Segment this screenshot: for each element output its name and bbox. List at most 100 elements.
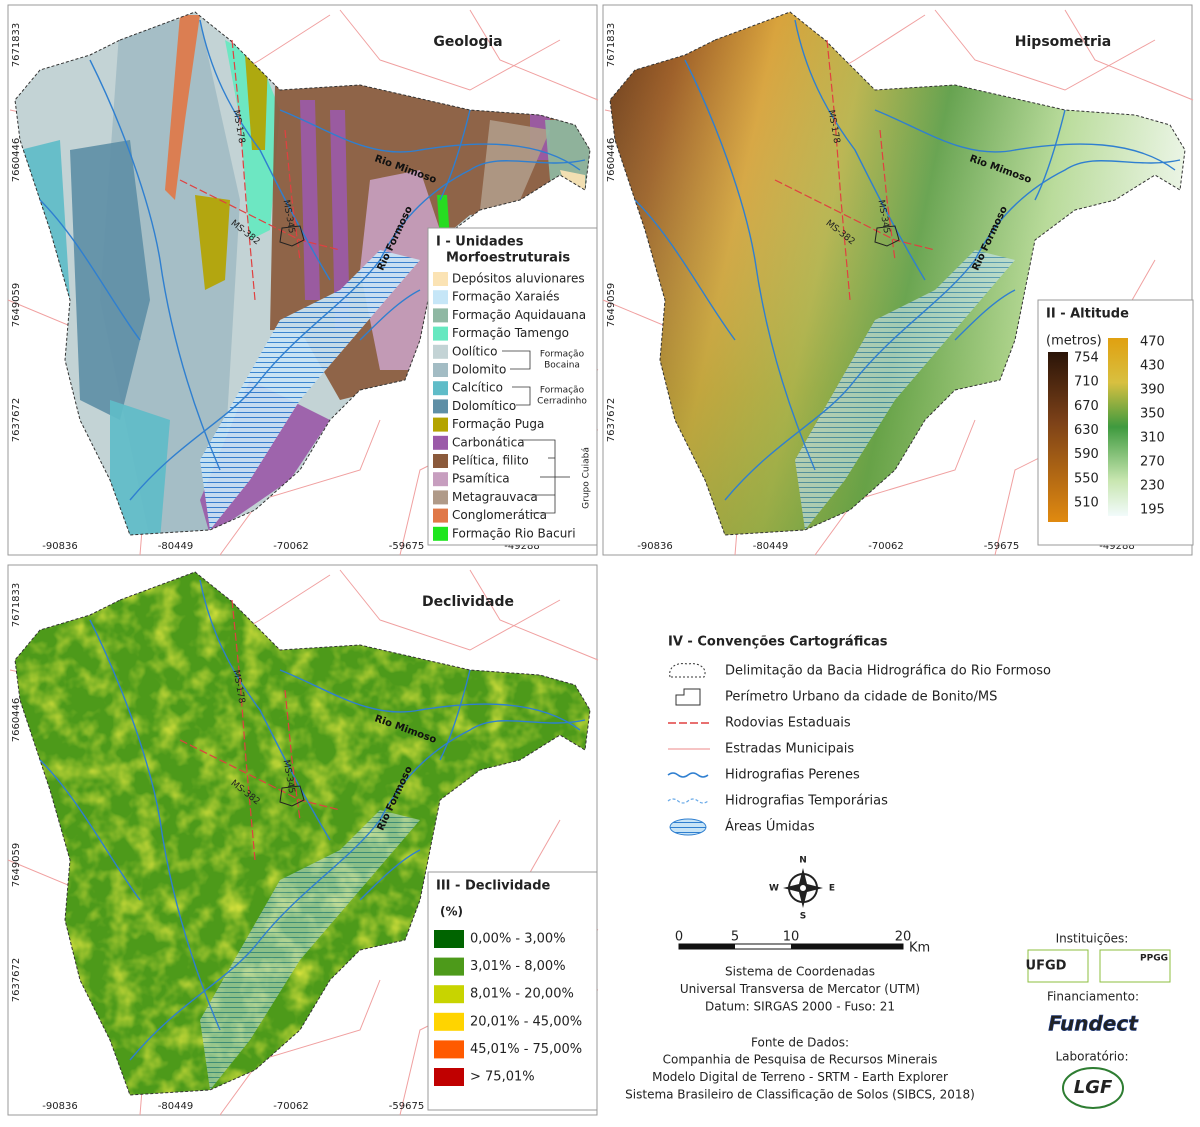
- geology-unit: [480, 120, 550, 210]
- legend-swatch: [433, 290, 448, 305]
- legend-label: Formação Rio Bacuri: [452, 526, 576, 540]
- legend-swatch: [433, 526, 448, 541]
- river: [199, 579, 331, 841]
- state-road: [231, 39, 256, 301]
- river: [439, 669, 471, 761]
- legend-label: Formação Aquidauana: [452, 308, 586, 322]
- geology-unit: [200, 250, 420, 530]
- state-road: [826, 39, 851, 301]
- legend-title: Morfoestruturais: [446, 251, 570, 266]
- legend-swatch: [434, 957, 464, 976]
- wetland: [200, 810, 420, 1090]
- ramp-label: 710: [1074, 375, 1099, 390]
- legend-swatch: [433, 490, 448, 505]
- river: [634, 199, 736, 341]
- legend-label: 45,01% - 75,00%: [470, 1042, 582, 1057]
- lab-logo: LGF: [1074, 1077, 1113, 1098]
- legend-swatch: [433, 326, 448, 341]
- x-coordinate: -49288: [1099, 541, 1134, 552]
- municipal-road: [934, 9, 1156, 91]
- legend-label: 0,00% - 3,00%: [470, 932, 566, 947]
- symbol-perennial: [667, 772, 709, 778]
- legend-title: II - Altitude: [1046, 307, 1129, 322]
- logo-text: PPGG: [1140, 954, 1168, 964]
- ramp-label: 630: [1074, 423, 1099, 438]
- lab-logo-frame: [1062, 1067, 1124, 1109]
- source-line: Companhia de Pesquisa de Recursos Minera…: [663, 1053, 938, 1067]
- scale-segment: [679, 944, 735, 949]
- state-road: [179, 179, 341, 251]
- group-label: Formação: [540, 386, 585, 396]
- convention-label: Hidrografias Perenes: [725, 768, 860, 783]
- y-coordinate: 7649059: [11, 283, 22, 328]
- state-road: [774, 179, 936, 251]
- municipal-road: [339, 9, 561, 91]
- scale-label: 5: [731, 930, 739, 945]
- convention-label: Perímetro Urbano da cidade de Bonito/MS: [725, 690, 997, 705]
- state-road: [284, 689, 301, 821]
- compass-s: S: [800, 912, 806, 922]
- river: [1034, 109, 1066, 201]
- urban-perimeter: [279, 225, 305, 247]
- scale-label: 10: [783, 930, 800, 945]
- x-coordinate: -70062: [273, 541, 308, 552]
- logo-frame: [1027, 949, 1089, 983]
- legend-swatch: [433, 308, 448, 323]
- legend-swatch: [433, 417, 448, 432]
- compass-center: [800, 885, 806, 891]
- x-coordinate: -90836: [637, 541, 672, 552]
- y-coordinate: 7671833: [606, 23, 617, 68]
- ramp-label: 310: [1140, 431, 1165, 446]
- symbol-wetland: [669, 818, 707, 836]
- x-coordinate: -90836: [42, 541, 77, 552]
- legend-label: Pelítica, filito: [452, 454, 529, 468]
- geology-unit: [70, 140, 150, 420]
- geology-unit: [165, 15, 200, 200]
- y-coordinate: 7649059: [11, 843, 22, 888]
- ramp-label: 390: [1140, 383, 1165, 398]
- legend-unit: (%): [440, 905, 463, 919]
- x-coordinate: -90836: [42, 1101, 77, 1112]
- scale-segment: [791, 944, 903, 947]
- legend-label: Depósitos aluvionares: [452, 272, 585, 286]
- group-label: Cerradinho: [537, 397, 587, 407]
- symbol-urban: [675, 688, 701, 706]
- compass-e: E: [829, 884, 835, 894]
- legend-swatch: [434, 1040, 464, 1059]
- legend-label: Formação Puga: [452, 417, 544, 431]
- river: [874, 109, 1176, 171]
- scale-label: 20: [895, 930, 912, 945]
- geology-unit: [300, 100, 320, 300]
- logo-text: UFGD: [1026, 959, 1067, 974]
- x-coordinate: -80449: [158, 541, 193, 552]
- municipal-road: [469, 9, 599, 101]
- ramp-label: 350: [1140, 407, 1165, 422]
- geology-unit: [110, 400, 170, 535]
- legend-label: Conglomerática: [452, 508, 547, 522]
- source-line: Modelo Digital de Terreno - SRTM - Earth…: [652, 1070, 948, 1084]
- coordinate-system: Datum: SIRGAS 2000 - Fuso: 21: [705, 1000, 895, 1014]
- state-road: [879, 129, 896, 261]
- x-coordinate: -59675: [984, 541, 1019, 552]
- convention-label: Delimitação da Bacia Hidrográfica do Rio…: [725, 664, 1051, 679]
- river: [279, 669, 581, 731]
- basin-outline: [14, 11, 591, 536]
- legend-title: III - Declividade: [436, 879, 550, 894]
- river: [129, 159, 586, 501]
- coordinate-system: Universal Transversa de Mercator (UTM): [680, 982, 920, 996]
- river: [359, 289, 421, 341]
- legend-swatch: [433, 344, 448, 359]
- legend-label: > 75,01%: [470, 1070, 535, 1085]
- y-coordinate: 7671833: [11, 23, 22, 68]
- legend-label: Formação Tamengo: [452, 326, 569, 340]
- coordinate-system: Sistema de Coordenadas: [725, 965, 875, 979]
- convention-label: Rodovias Estaduais: [725, 716, 851, 731]
- basin-outline: [609, 11, 1186, 536]
- ramp-label: 470: [1140, 335, 1165, 350]
- legend-label: Metagrauvaca: [452, 490, 538, 504]
- municipal-road: [219, 419, 381, 556]
- convention-label: Estradas Municipais: [725, 742, 854, 757]
- legend-swatch: [433, 363, 448, 377]
- group-label: Grupo Cuiabá: [582, 447, 592, 509]
